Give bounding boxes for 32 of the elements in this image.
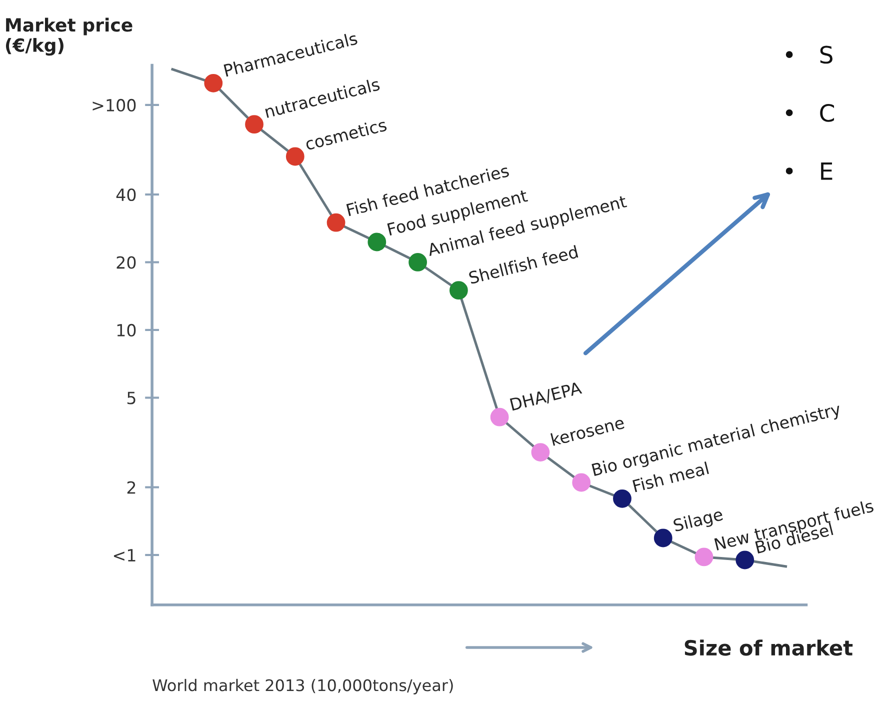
text: • S [786, 46, 832, 64]
point [326, 213, 346, 232]
text: World market 2013 (10,000tons/year) [152, 678, 453, 694]
y-tick-label: 5 [127, 392, 136, 404]
annotation: • C [786, 104, 834, 122]
annotation: Silage [672, 507, 724, 535]
point [204, 74, 223, 92]
annotation: DHA/EPA [510, 381, 583, 412]
point [490, 408, 509, 426]
y-tick-label: 20 [116, 256, 136, 269]
point [531, 443, 550, 462]
point [408, 253, 427, 272]
x-axis-title: Size of market [684, 640, 853, 656]
annotation: kerosene [550, 416, 625, 446]
point [245, 115, 264, 134]
y-tick-label: 10 [117, 324, 136, 337]
annotation: cosmetics [304, 118, 388, 150]
y-tick-label: >100 [92, 98, 136, 112]
point [449, 281, 468, 300]
y-tick-label: <1 [114, 549, 136, 562]
point [694, 548, 714, 566]
point [286, 147, 304, 166]
annotation: Shellfish feed [468, 245, 578, 284]
y-tick-label: 2 [127, 481, 136, 494]
point [736, 550, 754, 570]
point [572, 473, 591, 492]
point [613, 489, 632, 508]
point [368, 232, 386, 252]
point [654, 528, 672, 548]
y-tick-label: 40 [116, 188, 136, 202]
y-axis-title: Market price (€/kg) [6, 18, 132, 56]
annotation: • E [786, 162, 832, 180]
